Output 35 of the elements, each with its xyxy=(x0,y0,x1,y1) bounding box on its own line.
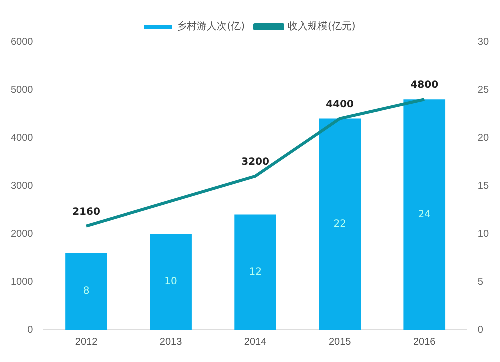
y-tick-label: 4000 xyxy=(10,132,34,144)
y-tick-label: 1000 xyxy=(10,276,34,288)
y-tick-label: 5000 xyxy=(10,84,34,96)
legend-label: 乡村游人次(亿) xyxy=(177,20,246,33)
data-label: 2160 xyxy=(72,206,100,218)
data-label: 10 xyxy=(164,276,178,288)
x-tick-label: 2016 xyxy=(413,336,436,348)
legend-label: 收入规模(亿元) xyxy=(288,20,356,33)
y-tick-label: 0 xyxy=(28,324,34,336)
y2-tick-label: 25 xyxy=(478,84,490,96)
data-label: 4400 xyxy=(326,99,354,110)
x-tick-label: 2013 xyxy=(160,336,183,348)
y2-tick-label: 20 xyxy=(478,132,490,144)
y-tick-label: 3000 xyxy=(10,180,34,192)
data-label: 22 xyxy=(334,218,346,230)
data-label: 24 xyxy=(418,209,431,220)
y-tick-label: 2000 xyxy=(10,228,34,240)
y2-tick-label: 15 xyxy=(478,180,490,192)
bar xyxy=(66,253,108,330)
data-label: 3200 xyxy=(242,156,270,168)
y2-tick-label: 10 xyxy=(478,228,490,240)
bar xyxy=(150,234,192,330)
x-tick-label: 2012 xyxy=(75,336,98,348)
x-tick-label: 2015 xyxy=(328,336,352,348)
bar xyxy=(404,100,446,330)
y2-tick-label: 0 xyxy=(478,324,484,336)
data-label: 12 xyxy=(249,266,262,278)
bar xyxy=(319,118,362,330)
y-tick-label: 6000 xyxy=(10,36,34,48)
y2-tick-label: 30 xyxy=(478,36,490,48)
data-label: 4800 xyxy=(410,80,439,92)
bar xyxy=(234,214,276,330)
x-tick-label: 2014 xyxy=(244,336,268,348)
y2-tick-label: 5 xyxy=(478,276,484,288)
data-label: 8 xyxy=(83,286,90,298)
